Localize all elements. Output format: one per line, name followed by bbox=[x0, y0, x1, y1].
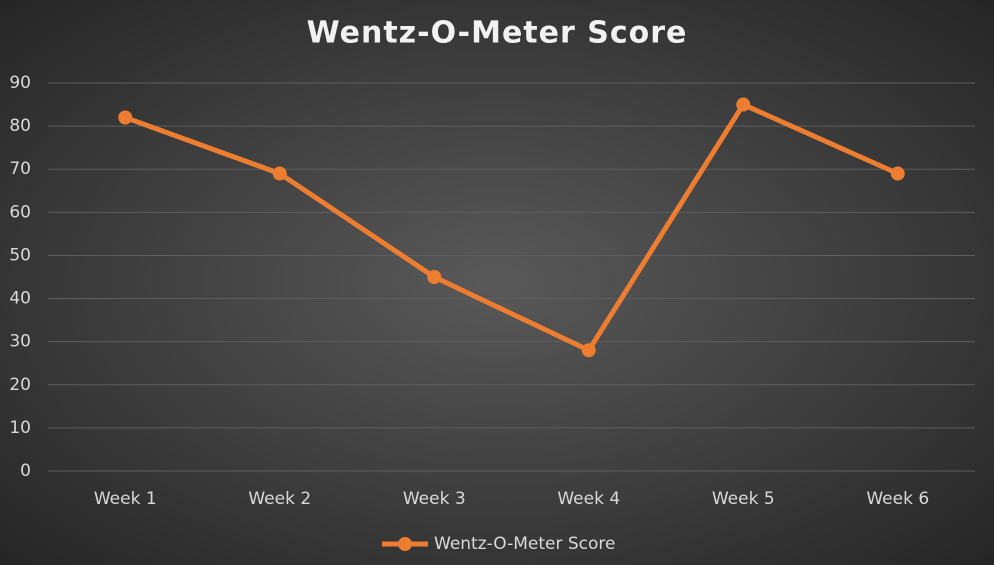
x-tick-label: Week 3 bbox=[403, 489, 466, 509]
x-tick-label: Week 4 bbox=[557, 489, 620, 509]
data-point bbox=[427, 270, 442, 284]
y-tick-label: 90 bbox=[9, 73, 31, 93]
data-point bbox=[581, 343, 596, 358]
data-point bbox=[736, 97, 751, 112]
legend-label: Wentz-O-Meter Score bbox=[434, 534, 616, 554]
data-point bbox=[890, 166, 905, 181]
x-tick-label: Week 6 bbox=[866, 489, 929, 509]
y-tick-label: 0 bbox=[20, 461, 31, 481]
y-tick-label: 60 bbox=[9, 202, 31, 222]
y-tick-label: 70 bbox=[9, 159, 31, 179]
y-tick-label: 10 bbox=[9, 418, 31, 438]
data-point bbox=[118, 110, 133, 125]
y-tick-label: 40 bbox=[9, 289, 31, 309]
chart-title: Wentz-O-Meter Score bbox=[307, 16, 688, 51]
x-tick-label: Week 2 bbox=[248, 489, 311, 509]
y-tick-label: 80 bbox=[9, 116, 31, 136]
y-tick-label: 50 bbox=[9, 245, 31, 265]
series-line bbox=[124, 102, 899, 353]
y-tick-label: 30 bbox=[9, 332, 31, 352]
x-tick-label: Week 5 bbox=[712, 489, 775, 509]
y-tick-label: 20 bbox=[9, 375, 31, 395]
data-point bbox=[272, 166, 287, 181]
x-tick-label: Week 1 bbox=[94, 489, 157, 509]
legend-marker bbox=[398, 537, 412, 551]
